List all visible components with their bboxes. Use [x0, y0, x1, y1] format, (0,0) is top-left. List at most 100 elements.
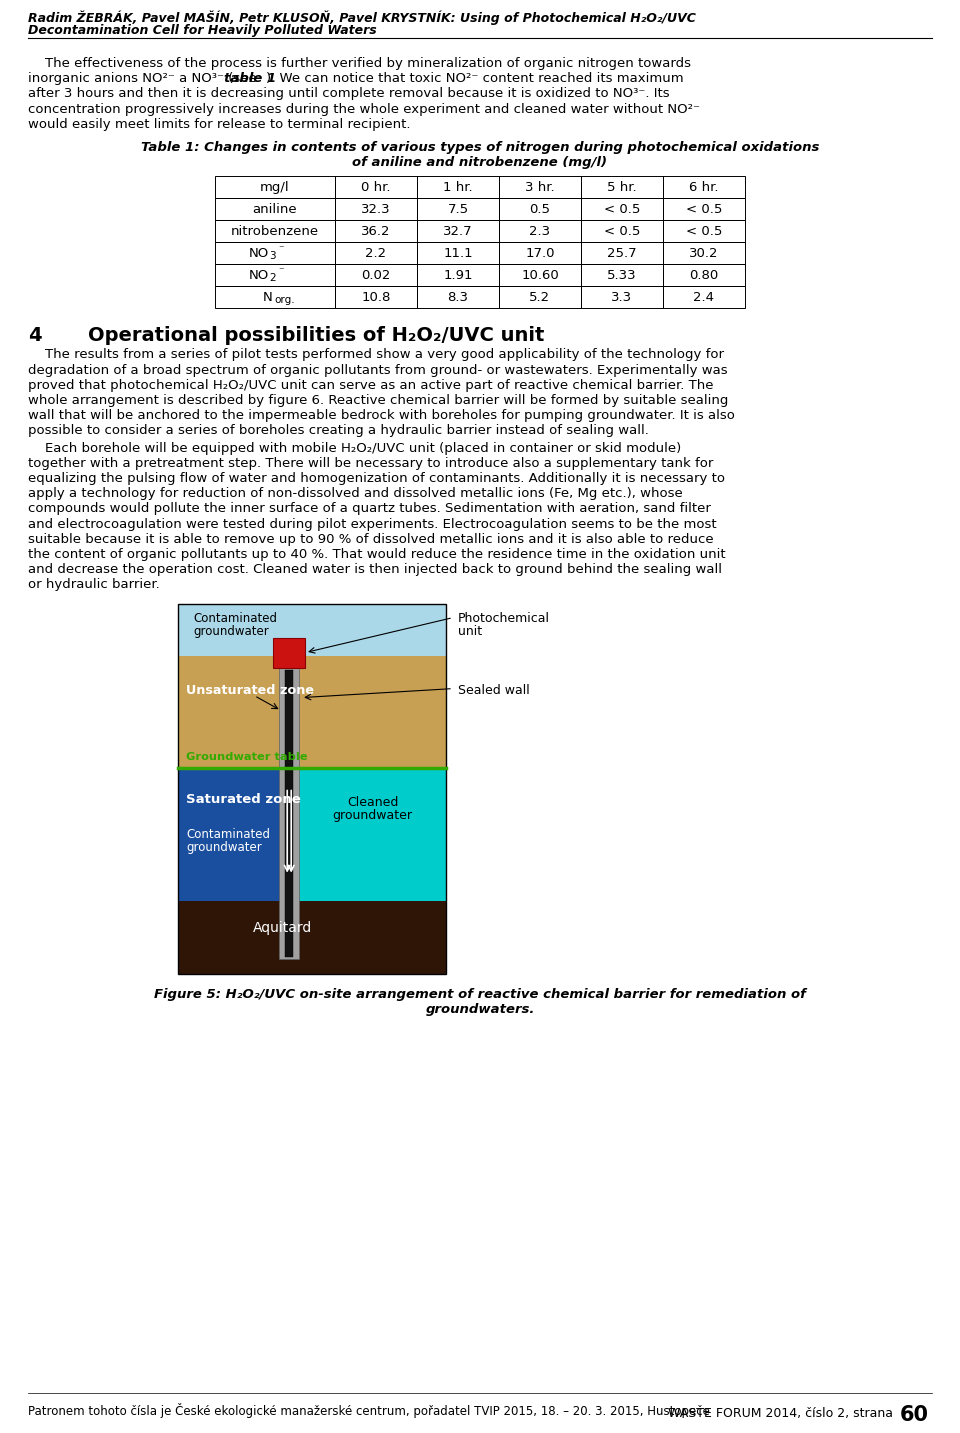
Text: 0.02: 0.02: [361, 269, 391, 282]
Text: 10.8: 10.8: [361, 291, 391, 304]
Text: Cleaned: Cleaned: [347, 795, 398, 808]
Bar: [499, 242, 581, 265]
Text: Contaminated: Contaminated: [193, 612, 277, 625]
Text: 0.80: 0.80: [689, 269, 719, 282]
Text: 0 hr.: 0 hr.: [361, 181, 391, 193]
Bar: [279, 668, 300, 959]
Bar: [335, 221, 417, 242]
Bar: [417, 287, 499, 308]
Text: groundwaters.: groundwaters.: [425, 1003, 535, 1016]
Text: concentration progressively increases during the whole experiment and cleaned wa: concentration progressively increases du…: [28, 103, 700, 116]
Text: The results from a series of pilot tests performed show a very good applicabilit: The results from a series of pilot tests…: [28, 348, 724, 361]
Text: of aniline and nitrobenzene (mg/l): of aniline and nitrobenzene (mg/l): [352, 156, 608, 169]
Text: the content of organic pollutants up to 40 %. That would reduce the residence ti: the content of organic pollutants up to …: [28, 547, 726, 560]
Text: 36.2: 36.2: [361, 225, 391, 238]
Text: Figure 5: H₂O₂/UVC on-site arrangement of reactive chemical barrier for remediat: Figure 5: H₂O₂/UVC on-site arrangement o…: [154, 987, 806, 1000]
Text: < 0.5: < 0.5: [685, 203, 722, 216]
Bar: [417, 221, 499, 242]
Bar: [499, 265, 581, 287]
Text: WASTE FORUM 2014, číslo 2, strana: WASTE FORUM 2014, číslo 2, strana: [668, 1407, 897, 1420]
Text: Aquitard: Aquitard: [253, 920, 312, 934]
Text: 32.3: 32.3: [361, 203, 391, 216]
Text: Patronem tohoto čísla je České ekologické manažerské centrum, pořadatel TVIP 201: Patronem tohoto čísla je České ekologick…: [28, 1403, 709, 1419]
Bar: [335, 265, 417, 287]
Bar: [335, 242, 417, 265]
Bar: [215, 221, 335, 242]
Bar: [417, 176, 499, 198]
Text: mg/l: mg/l: [260, 181, 290, 193]
Text: 5.2: 5.2: [529, 291, 551, 304]
Bar: [300, 768, 446, 900]
Bar: [335, 287, 417, 308]
Text: 0.5: 0.5: [530, 203, 550, 216]
Text: wall that will be anchored to the impermeable bedrock with boreholes for pumping: wall that will be anchored to the imperm…: [28, 410, 734, 423]
Text: or hydraulic barrier.: or hydraulic barrier.: [28, 579, 159, 592]
Text: Decontamination Cell for Heavily Polluted Waters: Decontamination Cell for Heavily Pollute…: [28, 24, 376, 37]
Bar: [178, 768, 279, 900]
Text: 7.5: 7.5: [447, 203, 468, 216]
Bar: [663, 198, 745, 221]
Text: whole arrangement is described by figure 6. Reactive chemical barrier will be fo: whole arrangement is described by figure…: [28, 394, 729, 407]
Bar: [279, 768, 300, 900]
Text: suitable because it is able to remove up to 90 % of dissolved metallic ions and : suitable because it is able to remove up…: [28, 533, 713, 546]
Text: Each borehole will be equipped with mobile H₂O₂/UVC unit (placed in container or: Each borehole will be equipped with mobi…: [28, 441, 682, 454]
Bar: [178, 656, 446, 768]
Text: 30.2: 30.2: [689, 246, 719, 259]
Bar: [581, 221, 663, 242]
Text: ⁻: ⁻: [278, 267, 283, 277]
Bar: [499, 287, 581, 308]
Text: Table 1: Changes in contents of various types of nitrogen during photochemical o: Table 1: Changes in contents of various …: [141, 140, 819, 153]
Text: 1.91: 1.91: [444, 269, 472, 282]
Bar: [215, 176, 335, 198]
Text: nitrobenzene: nitrobenzene: [231, 225, 319, 238]
Text: 25.7: 25.7: [607, 246, 636, 259]
Bar: [499, 198, 581, 221]
Text: equalizing the pulsing flow of water and homogenization of contaminants. Additio: equalizing the pulsing flow of water and…: [28, 471, 725, 484]
Text: together with a pretreatment step. There will be necessary to introduce also a s: together with a pretreatment step. There…: [28, 457, 713, 470]
Bar: [417, 242, 499, 265]
Text: 2.2: 2.2: [366, 246, 387, 259]
Text: apply a technology for reduction of non-dissolved and dissolved metallic ions (F: apply a technology for reduction of non-…: [28, 487, 683, 500]
Text: 8.3: 8.3: [447, 291, 468, 304]
Text: unit: unit: [458, 625, 482, 638]
Text: Radim ŽEBRÁK, Pavel MAŠÍN, Petr KLUSOŇ, Pavel KRYSTNÍK: Using of Photochemical H: Radim ŽEBRÁK, Pavel MAŠÍN, Petr KLUSOŇ, …: [28, 10, 696, 24]
Text: 5 hr.: 5 hr.: [607, 181, 636, 193]
Bar: [215, 198, 335, 221]
Text: 32.7: 32.7: [444, 225, 473, 238]
Text: < 0.5: < 0.5: [604, 203, 640, 216]
Bar: [499, 176, 581, 198]
Text: Saturated zone: Saturated zone: [186, 792, 300, 805]
Text: 3.3: 3.3: [612, 291, 633, 304]
Text: degradation of a broad spectrum of organic pollutants from ground- or wastewater: degradation of a broad spectrum of organ…: [28, 364, 728, 377]
Text: ⁻: ⁻: [278, 245, 283, 255]
Bar: [663, 287, 745, 308]
Text: and electrocoagulation were tested during pilot experiments. Electrocoagulation : and electrocoagulation were tested durin…: [28, 517, 716, 530]
Text: Groundwater table: Groundwater table: [186, 751, 307, 761]
Bar: [663, 242, 745, 265]
Text: 3 hr.: 3 hr.: [525, 181, 555, 193]
Text: groundwater: groundwater: [186, 841, 262, 854]
Text: 60: 60: [900, 1404, 929, 1424]
Text: 2.3: 2.3: [529, 225, 551, 238]
Text: NO: NO: [249, 246, 269, 259]
Text: groundwater: groundwater: [332, 808, 413, 821]
Bar: [285, 669, 293, 957]
Text: Contaminated: Contaminated: [186, 828, 270, 841]
Bar: [663, 176, 745, 198]
Bar: [581, 242, 663, 265]
Bar: [178, 603, 446, 656]
Text: 11.1: 11.1: [444, 246, 473, 259]
Bar: [215, 242, 335, 265]
Text: 2: 2: [269, 274, 276, 284]
Text: N: N: [263, 291, 273, 304]
Text: Operational possibilities of H₂O₂/UVC unit: Operational possibilities of H₂O₂/UVC un…: [88, 327, 544, 345]
Bar: [417, 265, 499, 287]
Text: proved that photochemical H₂O₂/UVC unit can serve as an active part of reactive : proved that photochemical H₂O₂/UVC unit …: [28, 378, 713, 391]
Bar: [215, 265, 335, 287]
Text: 5.33: 5.33: [607, 269, 636, 282]
Text: ). We can notice that toxic NO²⁻ content reached its maximum: ). We can notice that toxic NO²⁻ content…: [266, 72, 684, 85]
Text: Unsaturated zone: Unsaturated zone: [186, 684, 314, 696]
Text: Sealed wall: Sealed wall: [458, 684, 530, 696]
Text: table 1: table 1: [224, 72, 276, 85]
Text: Photochemical: Photochemical: [458, 612, 550, 625]
